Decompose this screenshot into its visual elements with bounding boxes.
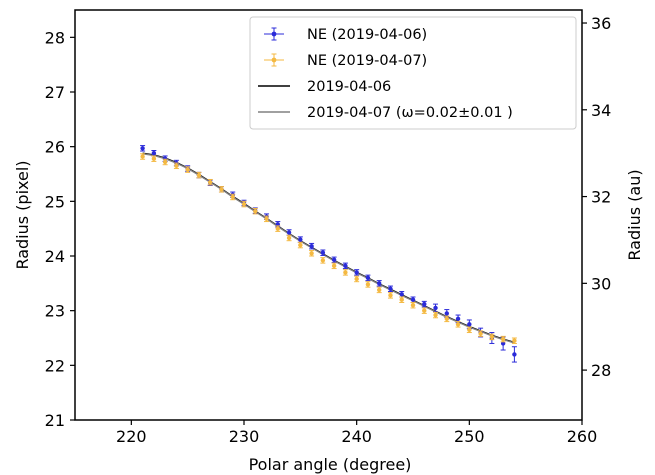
y-tick-label: 24 bbox=[45, 247, 65, 266]
legend-entry-2: 2019-04-06 bbox=[258, 79, 391, 95]
data-point bbox=[331, 257, 337, 263]
data-point bbox=[286, 235, 292, 241]
fit-line-2 bbox=[142, 152, 515, 344]
x-tick-label: 260 bbox=[567, 427, 598, 446]
data-point bbox=[365, 275, 371, 281]
fit-curves bbox=[142, 152, 515, 344]
data-point bbox=[174, 163, 179, 168]
y-tick-label: 27 bbox=[45, 83, 65, 102]
data-point bbox=[354, 270, 359, 275]
y-tick-label: 23 bbox=[45, 302, 65, 321]
legend-marker bbox=[271, 57, 277, 63]
data-point bbox=[275, 222, 280, 227]
x-axis-label: Polar angle (degree) bbox=[249, 455, 412, 474]
data-point bbox=[196, 172, 202, 178]
data-point bbox=[455, 322, 461, 327]
data-point bbox=[320, 258, 326, 263]
legend-entry-3: 2019-04-07 (ω=0.02±0.01 ) bbox=[258, 105, 513, 121]
data-point bbox=[264, 216, 269, 222]
data-points bbox=[140, 145, 517, 363]
y-tick-label: 21 bbox=[45, 411, 65, 430]
data-point bbox=[241, 201, 247, 207]
legend-label: NE (2019-04-06) bbox=[307, 27, 427, 43]
data-point bbox=[286, 230, 292, 235]
data-point bbox=[444, 311, 449, 316]
y-axis-right-label: Radius (au) bbox=[625, 169, 644, 260]
data-point bbox=[422, 308, 427, 313]
data-point bbox=[331, 263, 337, 269]
plot-frame bbox=[74, 9, 583, 421]
data-point bbox=[410, 297, 416, 302]
data-point bbox=[365, 282, 371, 287]
data-series-1 bbox=[140, 153, 517, 344]
data-point bbox=[320, 250, 326, 255]
y-tick-label: 25 bbox=[45, 192, 65, 211]
data-point bbox=[500, 341, 506, 346]
data-point bbox=[467, 322, 472, 327]
data-point bbox=[478, 331, 483, 336]
legend-marker bbox=[271, 31, 277, 37]
data-point bbox=[140, 146, 145, 151]
data-point bbox=[377, 281, 382, 286]
data-point bbox=[467, 327, 472, 332]
data-point bbox=[422, 301, 427, 307]
data-point bbox=[219, 187, 224, 192]
y-right-tick-label: 30 bbox=[591, 274, 611, 293]
data-point bbox=[489, 334, 495, 340]
y-tick-label: 22 bbox=[45, 356, 65, 375]
legend-label: 2019-04-06 bbox=[307, 79, 391, 95]
x-tick-label: 250 bbox=[454, 427, 485, 446]
data-point bbox=[140, 154, 145, 159]
data-point bbox=[162, 156, 168, 161]
data-point bbox=[151, 156, 157, 161]
y-right-tick-label: 28 bbox=[591, 361, 611, 380]
data-point bbox=[162, 159, 168, 165]
data-point bbox=[410, 303, 416, 308]
data-point bbox=[275, 226, 280, 231]
x-tick-label: 220 bbox=[116, 427, 147, 446]
data-point bbox=[444, 316, 449, 322]
y-right-tick-label: 32 bbox=[591, 188, 611, 207]
data-point bbox=[185, 167, 190, 172]
data-point bbox=[433, 305, 438, 311]
fit-line-3 bbox=[142, 153, 515, 344]
data-point bbox=[343, 270, 348, 275]
data-point bbox=[399, 297, 404, 302]
data-point bbox=[377, 287, 382, 293]
axes: 220 230 240 250 260 21 22 23 24 25 26 27 28 28 30 32 34 3… bbox=[45, 9, 611, 446]
data-point bbox=[309, 243, 314, 249]
data-point bbox=[253, 208, 258, 214]
data-point bbox=[354, 276, 359, 282]
data-point bbox=[399, 292, 404, 297]
legend-entry-0: NE (2019-04-06) bbox=[264, 27, 427, 43]
x-tick-label: 240 bbox=[341, 427, 372, 446]
data-point bbox=[388, 293, 393, 298]
data-point bbox=[343, 263, 348, 269]
data-point bbox=[512, 338, 517, 343]
data-point bbox=[388, 286, 393, 291]
data-point bbox=[500, 336, 506, 342]
y-tick-label: 28 bbox=[45, 28, 65, 47]
data-point bbox=[208, 180, 213, 185]
data-point bbox=[230, 194, 235, 200]
legend-label: 2019-04-07 (ω=0.02±0.01 ) bbox=[307, 105, 513, 121]
data-point bbox=[151, 151, 157, 156]
data-point bbox=[455, 316, 461, 322]
legend-label: NE (2019-04-07) bbox=[307, 53, 427, 69]
y-axis-label: Radius (pixel) bbox=[13, 160, 32, 269]
data-point bbox=[433, 312, 438, 318]
x-tick-label: 230 bbox=[229, 427, 260, 446]
y-tick-label: 26 bbox=[45, 138, 65, 157]
y-right-tick-label: 34 bbox=[591, 101, 611, 120]
legend-entry-1: NE (2019-04-07) bbox=[264, 53, 427, 69]
data-point bbox=[309, 251, 314, 256]
y-right-tick-label: 36 bbox=[591, 14, 611, 33]
legend-box bbox=[249, 16, 577, 130]
data-point bbox=[512, 352, 517, 357]
data-point bbox=[298, 237, 303, 242]
legend: NE (2019-04-06) NE (2019-04-07) 2019-04-06… bbox=[249, 16, 577, 130]
data-point bbox=[298, 242, 303, 248]
